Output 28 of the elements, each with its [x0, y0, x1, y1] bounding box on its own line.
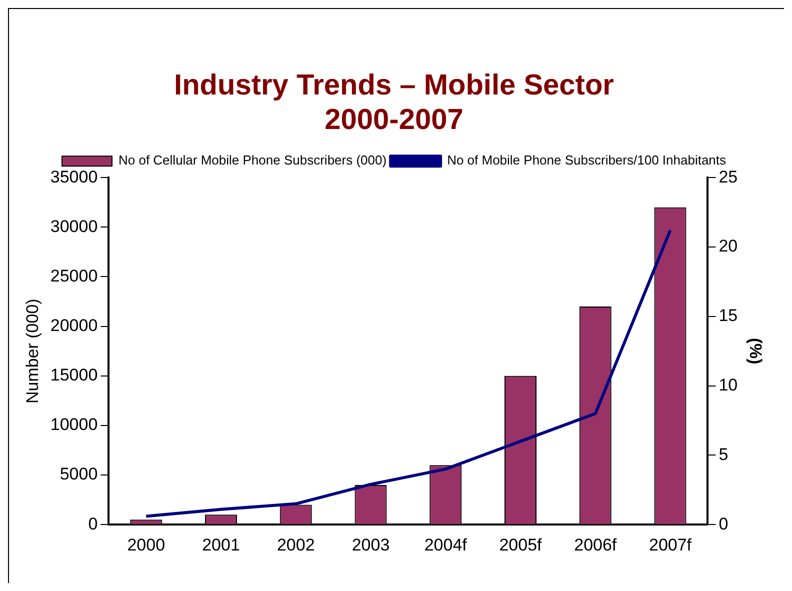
x-tick-label: 2006f [574, 535, 617, 554]
legend-label: No of Mobile Phone Subscribers/100 Inhabitants [447, 152, 727, 168]
y-tick-label: 10000 [50, 415, 98, 434]
text: 2000-2007 [324, 104, 464, 136]
y-tick-label: 30000 [50, 216, 98, 236]
x-tick-label: 2002 [276, 535, 315, 554]
y2-tick-label: 0 [718, 514, 728, 534]
y2-tick-label: 20 [718, 236, 738, 256]
y2-tick-label: 25 [718, 167, 738, 186]
x-tick-label: 2003 [352, 535, 390, 554]
legend-label: No of Cellular Mobile Phone Subscribers (000) [118, 152, 387, 168]
y-tick-label: 20000 [50, 316, 98, 335]
y-axis-title: Number (000) [22, 298, 42, 404]
text: Industry Trends – Mobile Sector [174, 69, 614, 102]
y-tick-label: 0 [88, 514, 98, 534]
x-tick-label: 2000 [127, 535, 166, 554]
x-tick-label: 2007f [648, 535, 692, 554]
y-tick-label: 35000 [50, 167, 98, 186]
y-tick-label: 5000 [60, 464, 98, 484]
x-tick-label: 2005f [499, 535, 542, 554]
x-tick-label: 2004f [424, 535, 468, 554]
y2-tick-label: 15 [718, 306, 738, 326]
y2-axis-title: (%) [746, 338, 766, 364]
y2-tick-label: 5 [718, 444, 728, 464]
y2-tick-label: 10 [718, 375, 738, 394]
y-tick-label: 25000 [50, 266, 98, 286]
x-tick-label: 2001 [202, 535, 240, 554]
y-tick-label: 15000 [50, 366, 98, 385]
